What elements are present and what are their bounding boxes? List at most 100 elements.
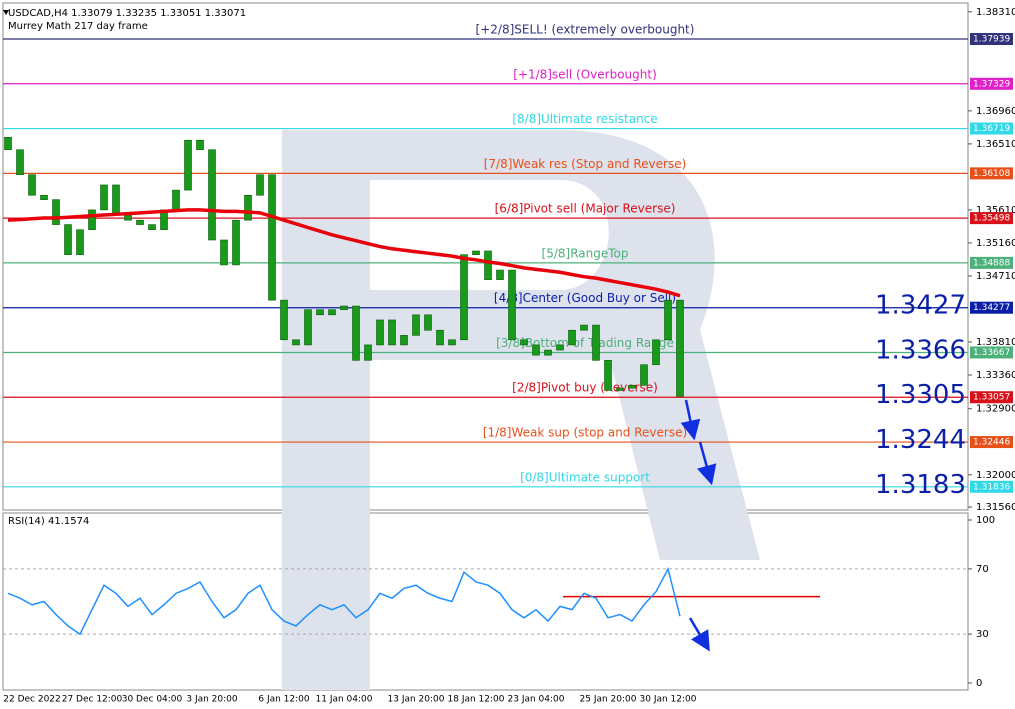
rsi-chart: 100 70 30 0	[3, 515, 995, 689]
candle	[28, 174, 36, 196]
candle	[400, 335, 408, 346]
main-pane	[2, 2, 969, 511]
rsi-line	[7, 566, 681, 636]
candle	[592, 324, 600, 361]
y-tick-label: 1.35160	[976, 238, 1015, 249]
candle	[124, 214, 132, 221]
candle	[256, 174, 264, 196]
target-label: 1.3305	[875, 380, 966, 410]
price-tag	[970, 77, 1013, 90]
y-tick-label: 1.32000	[976, 470, 1015, 481]
price-tag-label: 1.36719	[973, 124, 1010, 134]
candle	[292, 339, 300, 346]
candle	[64, 224, 72, 255]
x-tick-label: 6 Jan 12:00	[258, 695, 310, 705]
moving-average	[7, 208, 681, 298]
candle	[100, 184, 108, 211]
candle	[232, 219, 240, 266]
candle	[88, 209, 96, 231]
target-label: 1.3427	[875, 291, 966, 321]
candle	[568, 329, 576, 346]
rsi-pane	[2, 512, 969, 691]
y-tick-label: 1.32900	[976, 404, 1015, 415]
murrey-label: [6/8]Pivot sell (Major Reverse)	[495, 202, 676, 216]
price-tag	[970, 346, 1013, 359]
candle	[208, 149, 216, 241]
x-tick-label: 22 Dec 2022	[3, 695, 61, 705]
indicator-name: Murrey Math 217 day frame	[8, 21, 148, 32]
candle	[460, 254, 468, 341]
rsi-title: RSI(14) 41.1574	[8, 516, 89, 527]
price-tag-label: 1.36108	[973, 169, 1010, 179]
collapse-icon[interactable]	[3, 10, 9, 15]
murrey-label: [3/8]Bottom of Trading Range	[496, 336, 674, 350]
murrey-label: [7/8]Weak res (Stop and Reverse)	[484, 157, 687, 171]
candle	[376, 319, 384, 346]
candle	[532, 344, 540, 356]
candle	[184, 139, 192, 191]
price-tag	[970, 436, 1013, 449]
x-tick-label: 27 Dec 12:00	[62, 695, 123, 705]
y-tick-label: 1.33360	[976, 370, 1015, 381]
candle	[436, 329, 444, 346]
price-tag-label: 1.34888	[973, 258, 1010, 268]
candle	[640, 364, 648, 386]
candle	[412, 314, 420, 336]
y-tick-label: 1.31560	[976, 502, 1015, 513]
price-tag	[970, 480, 1013, 493]
y-tick-label: 1.34710	[976, 271, 1015, 282]
candle	[604, 360, 612, 391]
candle	[148, 224, 156, 231]
watermark	[282, 130, 760, 690]
price-tag-label: 1.37329	[973, 79, 1010, 89]
candle	[280, 299, 288, 341]
x-tick-label: 3 Jan 20:00	[186, 695, 238, 705]
murrey-label: [1/8]Weak sup (stop and Reverse)	[483, 426, 687, 440]
main-chart: 1.38310 1.36960 1.36510 1.35610 1.35160 1.347…	[3, 7, 1015, 513]
murrey-label: [+2/8]SELL! (extremely overbought)	[476, 23, 695, 37]
candle	[664, 299, 672, 341]
candle	[316, 309, 324, 316]
price-tag-label: 1.31836	[973, 482, 1010, 492]
x-tick-label: 23 Jan 04:00	[508, 695, 565, 705]
candle	[652, 339, 660, 366]
price-tag-label: 1.34277	[973, 303, 1010, 313]
candle	[16, 149, 24, 175]
target-label: 1.3244	[875, 425, 966, 455]
x-tick-label: 30 Jan 12:00	[640, 695, 697, 705]
x-tick-label: 18 Jan 12:00	[448, 695, 505, 705]
candle	[628, 384, 636, 389]
target-label: 1.3366	[875, 335, 966, 365]
candle	[340, 305, 348, 310]
candle	[616, 387, 624, 391]
candle	[172, 189, 180, 211]
candle	[580, 324, 588, 331]
price-tag	[970, 212, 1013, 225]
symbol-info: USDCAD,H4 1.33079 1.33235 1.33051 1.3307…	[8, 8, 246, 19]
candle	[364, 344, 372, 361]
candle	[472, 250, 480, 255]
candle	[220, 239, 228, 266]
price-tag	[970, 391, 1013, 404]
candle	[112, 184, 120, 216]
murrey-label: [5/8]RangeTop	[542, 246, 629, 260]
price-tag	[970, 301, 1013, 314]
murrey-label: [4/8]Center (Good Buy or Sell)	[494, 291, 676, 305]
murrey-label: [2/8]Pivot buy (Reverse)	[512, 381, 658, 395]
forecast-arrows	[680, 399, 717, 652]
price-tag	[970, 256, 1013, 269]
candle	[76, 229, 84, 255]
candle	[496, 269, 504, 280]
candle	[484, 250, 492, 280]
x-tick-label: 13 Jan 20:00	[388, 695, 445, 705]
y-tick-label: 30	[976, 629, 989, 640]
candle	[352, 305, 360, 361]
candle	[136, 219, 144, 225]
candle	[304, 309, 312, 346]
y-tick-label: 1.33810	[976, 337, 1015, 348]
x-tick-label: 25 Jan 20:00	[580, 695, 637, 705]
candle	[508, 269, 516, 341]
candle	[388, 319, 396, 346]
candle	[52, 199, 60, 225]
